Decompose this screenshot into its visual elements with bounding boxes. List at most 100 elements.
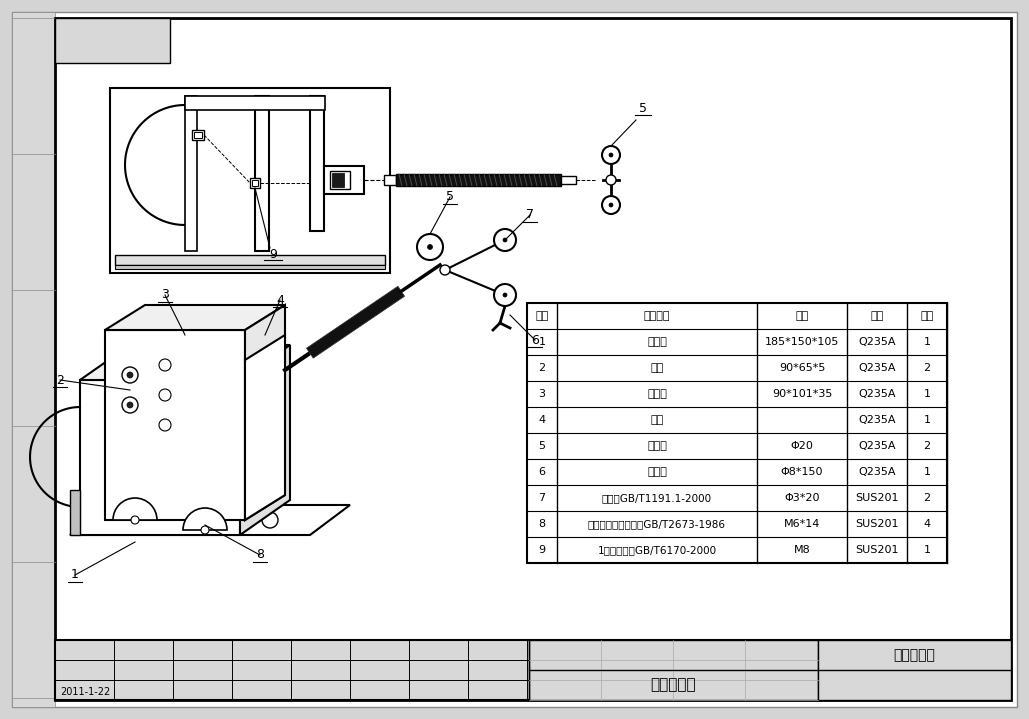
Text: 规格: 规格 <box>795 311 809 321</box>
Text: 固定座: 固定座 <box>647 337 667 347</box>
Text: 5: 5 <box>639 103 647 116</box>
Bar <box>115 255 385 265</box>
Circle shape <box>440 265 450 275</box>
Text: 90*101*35: 90*101*35 <box>772 389 832 399</box>
Text: 1型六角螺母GB/T6170-2000: 1型六角螺母GB/T6170-2000 <box>598 545 716 555</box>
Text: 夹具装配体: 夹具装配体 <box>650 677 696 692</box>
Text: 我要自学网: 我要自学网 <box>893 648 935 662</box>
Text: 1: 1 <box>923 545 930 555</box>
Polygon shape <box>240 345 290 535</box>
Bar <box>192 130 204 140</box>
Text: Q235A: Q235A <box>858 363 896 373</box>
Text: 垫板: 垫板 <box>650 363 664 373</box>
Text: 9: 9 <box>538 545 545 555</box>
Polygon shape <box>80 345 290 380</box>
Circle shape <box>609 203 613 207</box>
Circle shape <box>159 419 171 431</box>
Text: 3: 3 <box>538 389 545 399</box>
Text: 1: 1 <box>923 467 930 477</box>
Text: 材料: 材料 <box>871 311 884 321</box>
Text: M8: M8 <box>793 545 811 555</box>
Circle shape <box>494 284 516 306</box>
Text: Q235A: Q235A <box>858 415 896 425</box>
Text: 2: 2 <box>923 493 930 503</box>
Bar <box>255 96 269 251</box>
Circle shape <box>159 389 171 401</box>
Text: 2011-1-22: 2011-1-22 <box>60 687 110 697</box>
Bar <box>384 175 396 185</box>
Text: 4: 4 <box>538 415 545 425</box>
Circle shape <box>503 238 507 242</box>
Text: 内六角花形沉头螺钉GB/T2673-1986: 内六角花形沉头螺钉GB/T2673-1986 <box>588 519 726 529</box>
Text: 6: 6 <box>531 334 539 347</box>
Text: 圆柱销GB/T1191.1-2000: 圆柱销GB/T1191.1-2000 <box>602 493 712 503</box>
Text: Q235A: Q235A <box>858 467 896 477</box>
Circle shape <box>602 146 620 164</box>
Text: 1: 1 <box>923 337 930 347</box>
Text: 4: 4 <box>923 519 930 529</box>
Circle shape <box>503 293 507 297</box>
Circle shape <box>127 402 133 408</box>
Text: SUS201: SUS201 <box>855 493 898 503</box>
Bar <box>818 640 1012 700</box>
Polygon shape <box>245 305 285 520</box>
Circle shape <box>122 397 138 413</box>
Bar <box>194 132 202 138</box>
Text: 7: 7 <box>538 493 545 503</box>
Circle shape <box>427 244 432 249</box>
Circle shape <box>201 526 209 534</box>
Polygon shape <box>70 505 350 535</box>
Bar <box>12 12 55 707</box>
Text: 活动杆: 活动杆 <box>647 467 667 477</box>
Bar <box>527 303 947 563</box>
Text: SUS201: SUS201 <box>855 519 898 529</box>
Text: 5: 5 <box>446 191 454 203</box>
Bar <box>250 178 260 188</box>
Text: Q235A: Q235A <box>858 337 896 347</box>
Text: 8: 8 <box>538 519 545 529</box>
Text: Q235A: Q235A <box>858 441 896 451</box>
Text: Q235A: Q235A <box>858 389 896 399</box>
Circle shape <box>131 516 139 524</box>
Text: 垫板座: 垫板座 <box>647 389 667 399</box>
Circle shape <box>602 196 620 214</box>
Text: 1: 1 <box>923 415 930 425</box>
Polygon shape <box>70 490 80 535</box>
Circle shape <box>122 367 138 383</box>
Circle shape <box>122 512 138 528</box>
Text: 6: 6 <box>538 467 545 477</box>
Text: Φ20: Φ20 <box>790 441 814 451</box>
Text: 1: 1 <box>923 389 930 399</box>
Text: SUS201: SUS201 <box>855 545 898 555</box>
Polygon shape <box>105 305 285 330</box>
Text: Φ3*20: Φ3*20 <box>784 493 820 503</box>
Bar <box>185 96 325 110</box>
Bar <box>330 171 350 189</box>
Bar <box>252 180 258 186</box>
Text: 序号: 序号 <box>535 311 548 321</box>
Text: Φ8*150: Φ8*150 <box>781 467 823 477</box>
Text: 8: 8 <box>256 549 264 562</box>
Bar <box>55 18 170 63</box>
Bar <box>529 640 818 700</box>
Circle shape <box>417 234 443 260</box>
Bar <box>396 174 561 186</box>
Bar <box>110 88 390 273</box>
Text: 3: 3 <box>162 288 169 301</box>
Text: 7: 7 <box>526 209 534 221</box>
Circle shape <box>159 359 171 371</box>
Bar <box>310 96 324 231</box>
Text: 螺杆: 螺杆 <box>650 415 664 425</box>
Circle shape <box>606 175 616 185</box>
Bar <box>55 640 1012 700</box>
Text: 定位球: 定位球 <box>647 441 667 451</box>
Circle shape <box>127 372 133 378</box>
Text: 5: 5 <box>538 441 545 451</box>
Wedge shape <box>183 508 227 530</box>
Polygon shape <box>105 330 245 520</box>
Circle shape <box>609 153 613 157</box>
Polygon shape <box>80 380 240 535</box>
Text: M6*14: M6*14 <box>784 519 820 529</box>
Text: 2: 2 <box>538 363 545 373</box>
Polygon shape <box>307 286 404 358</box>
